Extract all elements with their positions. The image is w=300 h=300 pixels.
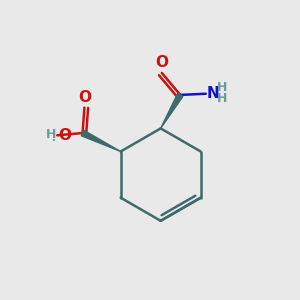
Polygon shape (161, 93, 183, 128)
Text: O: O (155, 55, 168, 70)
Text: N: N (206, 86, 219, 101)
Text: ·: · (52, 136, 56, 146)
Text: O: O (78, 90, 91, 105)
Text: H: H (46, 128, 56, 141)
Text: H: H (217, 92, 228, 105)
Text: O: O (58, 128, 71, 143)
Polygon shape (81, 130, 121, 152)
Text: H: H (217, 81, 228, 94)
